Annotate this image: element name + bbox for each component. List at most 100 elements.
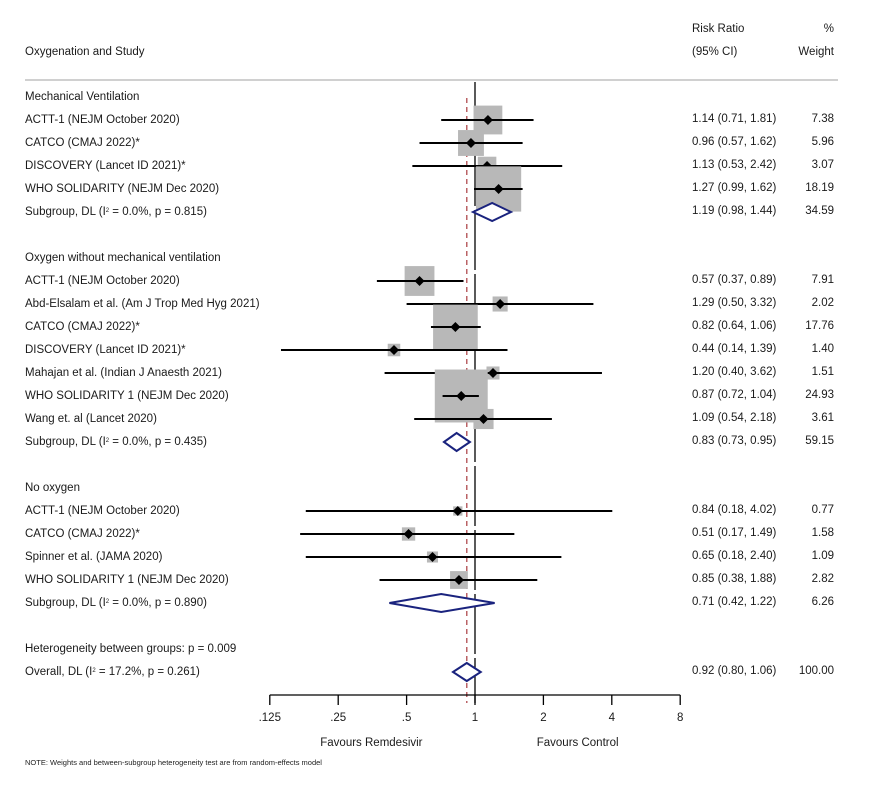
favours-control-label: Favours Control [536, 737, 619, 749]
study-weight: 1.58 [811, 527, 834, 539]
study-label: CATCO (CMAJ 2022)* [25, 137, 140, 149]
study-risk-ratio: 0.51 (0.17, 1.49) [692, 527, 777, 539]
study-weight: 5.96 [811, 136, 834, 148]
point-estimate [493, 184, 504, 194]
point-estimate [487, 368, 498, 378]
study-risk-ratio: 0.87 (0.72, 1.04) [692, 389, 777, 401]
subgroup-weight: 6.26 [811, 596, 834, 608]
study-label: DISCOVERY (Lancet ID 2021)* [25, 344, 186, 356]
x-tick-label: .25 [330, 712, 347, 724]
study-risk-ratio: 1.13 (0.53, 2.42) [692, 159, 777, 171]
point-estimate [388, 345, 399, 355]
x-tick-label: 8 [676, 712, 684, 724]
subgroup-diamond [389, 592, 495, 614]
study-risk-ratio: 1.09 (0.54, 2.18) [692, 412, 777, 424]
group-title: No oxygen [25, 482, 80, 494]
point-estimate [453, 575, 464, 585]
risk-ratio-header: Risk Ratio [692, 23, 745, 35]
study-label: Wang et. al (Lancet 2020) [25, 413, 157, 425]
study-risk-ratio: 0.44 (0.14, 1.39) [692, 343, 777, 355]
x-tick-label: .5 [401, 712, 412, 724]
x-tick-label: 2 [540, 712, 547, 724]
study-risk-ratio: 0.82 (0.64, 1.06) [692, 320, 777, 332]
label-text: = 0.0%, p = 0.435) [109, 436, 207, 448]
study-weight: 18.19 [805, 182, 834, 194]
study-weight: 7.38 [811, 113, 834, 125]
group-title: Mechanical Ventilation [25, 91, 140, 103]
point-estimate [495, 299, 506, 309]
study-label: Mahajan et al. (Indian J Anaesth 2021) [25, 367, 222, 379]
overall-label: Overall, DL (I2 = 17.2%, p = 0.261) [25, 665, 200, 679]
superscript: 2 [105, 208, 110, 214]
x-tick-label: 1 [471, 712, 479, 724]
study-risk-ratio: 1.14 (0.71, 1.81) [692, 113, 777, 125]
weight-header: Weight [798, 46, 834, 58]
study-weight: 7.91 [811, 274, 834, 286]
point-estimate [414, 276, 425, 286]
study-label: Abd-Elsalam et al. (Am J Trop Med Hyg 20… [25, 298, 260, 310]
subgroup-diamond [470, 201, 514, 223]
footnote: NOTE: Weights and between-subgroup heter… [25, 758, 322, 767]
point-estimate [456, 391, 467, 401]
study-risk-ratio: 0.65 (0.18, 2.40) [692, 550, 777, 562]
x-tick-label: .125 [258, 712, 281, 724]
overall-weight: 100.00 [798, 665, 834, 677]
subgroup-weight: 59.15 [805, 435, 834, 447]
study-risk-ratio: 1.27 (0.99, 1.62) [692, 182, 777, 194]
label-text: Subgroup, DL (I [25, 206, 106, 218]
point-estimate [482, 115, 493, 125]
superscript: 2 [92, 668, 96, 674]
label-text: Subgroup, DL (I [25, 436, 106, 448]
study-weight: 17.76 [805, 320, 834, 332]
study-label: ACTT-1 (NEJM October 2020) [25, 114, 180, 126]
label-text: Overall, DL (I [25, 666, 93, 678]
point-estimate [452, 506, 463, 516]
study-weight: 24.93 [805, 389, 834, 401]
subgroup-diamond [442, 431, 472, 453]
study-risk-ratio: 1.20 (0.40, 3.62) [692, 366, 777, 378]
subgroup-weight: 34.59 [805, 205, 834, 217]
study-risk-ratio: 1.29 (0.50, 3.32) [692, 297, 777, 309]
study-weight: 2.82 [811, 573, 834, 585]
favours-remdesivir-label: Favours Remdesivir [320, 737, 423, 749]
study-label: ACTT-1 (NEJM October 2020) [25, 275, 180, 287]
study-column-header: Oxygenation and Study [25, 46, 145, 58]
study-label: WHO SOLIDARITY 1 (NEJM Dec 2020) [25, 574, 229, 586]
label-text: = 17.2%, p = 0.261) [95, 666, 200, 678]
study-risk-ratio: 0.85 (0.38, 1.88) [692, 573, 777, 585]
subgroup-risk-ratio: 1.19 (0.98, 1.44) [692, 205, 777, 217]
superscript: 2 [105, 599, 110, 605]
point-estimate [427, 552, 438, 562]
x-tick-label: 4 [608, 712, 615, 724]
study-label: CATCO (CMAJ 2022)* [25, 321, 140, 333]
overall-diamond [451, 661, 483, 683]
point-estimate [450, 322, 461, 332]
study-weight: 3.07 [811, 159, 834, 171]
study-risk-ratio: 0.96 (0.57, 1.62) [692, 136, 777, 148]
study-label: WHO SOLIDARITY (NEJM Dec 2020) [25, 183, 220, 195]
study-weight: 1.09 [811, 550, 834, 562]
study-label: Spinner et al. (JAMA 2020) [25, 551, 163, 563]
study-label: CATCO (CMAJ 2022)* [25, 528, 140, 540]
subgroup-label: Subgroup, DL (I2 = 0.0%, p = 0.435) [25, 435, 207, 449]
percent-header: % [823, 23, 834, 35]
study-label: ACTT-1 (NEJM October 2020) [25, 505, 180, 517]
study-label: WHO SOLIDARITY 1 (NEJM Dec 2020) [25, 390, 229, 402]
point-estimate [465, 138, 476, 148]
point-estimate [403, 529, 414, 539]
study-risk-ratio: 0.84 (0.18, 4.02) [692, 504, 777, 516]
study-weight: 3.61 [811, 412, 834, 424]
point-estimate [478, 414, 489, 424]
label-text: Subgroup, DL (I [25, 597, 106, 609]
heterogeneity-text: Heterogeneity between groups: p = 0.009 [25, 643, 237, 655]
label-text: = 0.0%, p = 0.815) [109, 206, 207, 218]
superscript: 2 [105, 438, 110, 444]
label-text: = 0.0%, p = 0.890) [109, 597, 207, 609]
study-weight: 2.02 [811, 297, 834, 309]
study-risk-ratio: 0.57 (0.37, 0.89) [692, 274, 777, 286]
group-title: Oxygen without mechanical ventilation [25, 252, 221, 264]
overall-risk-ratio: 0.92 (0.80, 1.06) [692, 665, 777, 677]
study-label: DISCOVERY (Lancet ID 2021)* [25, 160, 186, 172]
ci-header: (95% CI) [692, 46, 738, 58]
